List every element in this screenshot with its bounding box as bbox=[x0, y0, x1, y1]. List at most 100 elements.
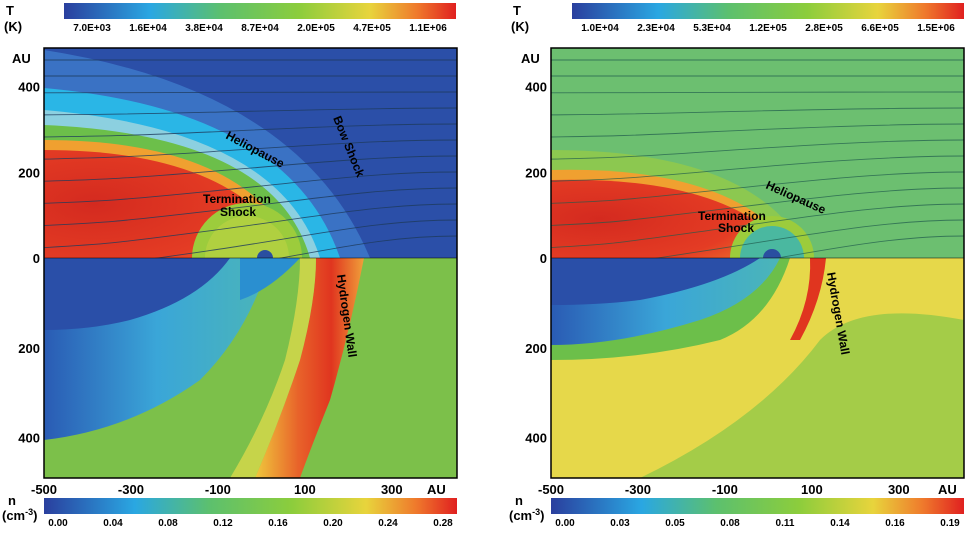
y-axis-label: AU bbox=[12, 51, 31, 66]
streamlines bbox=[551, 59, 964, 258]
temperature-map bbox=[551, 48, 964, 258]
x-axis-label: AU bbox=[427, 482, 446, 497]
x-tick-label: -100 bbox=[205, 482, 231, 497]
streamline bbox=[551, 155, 964, 182]
top-colorbar-tick-label: 1.1E+06 bbox=[409, 23, 447, 34]
top-colorbar-gradient bbox=[572, 3, 964, 19]
hydrogen-wall-region bbox=[255, 258, 364, 478]
top-colorbar-tick-label: 1.0E+04 bbox=[581, 23, 619, 34]
bottom-colorbar-tick-label: 0.11 bbox=[776, 518, 795, 529]
temperature-map bbox=[44, 48, 457, 258]
x-tick-label: 300 bbox=[381, 482, 403, 497]
top-colorbar-tick-label: 6.6E+05 bbox=[861, 23, 899, 34]
top-colorbar-tick-label: 3.8E+04 bbox=[185, 23, 223, 34]
x-tick-label: -500 bbox=[538, 482, 564, 497]
termination-label-line1: Termination bbox=[203, 192, 271, 206]
streamline bbox=[44, 107, 457, 116]
y-tick-label: 200 bbox=[525, 341, 547, 356]
bottom-colorbar-tick-label: 0.20 bbox=[323, 518, 343, 529]
streamline bbox=[44, 155, 457, 182]
bottom-colorbar-tick-label: 0.00 bbox=[48, 518, 68, 529]
streamline bbox=[551, 187, 964, 226]
termination-label-line2: Shock bbox=[220, 205, 256, 219]
top-colorbar-tick-label: 8.7E+04 bbox=[241, 23, 279, 34]
x-tick-label: 100 bbox=[801, 482, 823, 497]
streamline bbox=[551, 91, 964, 94]
x-tick-label: -500 bbox=[31, 482, 57, 497]
left-plot-frame bbox=[43, 47, 458, 479]
streamline bbox=[44, 123, 457, 138]
bottom-colorbar-tick-label: 0.04 bbox=[103, 518, 123, 529]
top-colorbar-tick-label: 1.5E+06 bbox=[917, 23, 955, 34]
streamline bbox=[551, 171, 964, 204]
streamline bbox=[551, 123, 964, 138]
bottom-colorbar-tick-label: 0.00 bbox=[555, 518, 575, 529]
bottom-colorbar-quantity: n bbox=[8, 493, 16, 508]
top-colorbar-ticks: 1.0E+04 2.3E+04 5.3E+04 1.2E+05 2.8E+05 6.6E+… bbox=[581, 23, 955, 34]
x-tick-label: -300 bbox=[625, 482, 651, 497]
bottom-colorbar-tick-label: 0.19 bbox=[940, 518, 960, 529]
streamlines bbox=[44, 59, 457, 258]
y-axis-ticks: 400 200 0 200 400 bbox=[525, 80, 547, 446]
y-tick-label: 200 bbox=[525, 165, 547, 180]
bottom-colorbar-unit: (cm-3) bbox=[2, 507, 37, 523]
bottom-colorbar-quantity: n bbox=[515, 493, 523, 508]
bottom-colorbar-ticks: 0.00 0.04 0.08 0.12 0.16 0.20 0.24 0.28 bbox=[48, 518, 453, 529]
x-tick-label: -100 bbox=[712, 482, 738, 497]
streamline bbox=[551, 203, 964, 249]
top-colorbar-unit: (K) bbox=[511, 19, 529, 34]
density-map bbox=[44, 258, 457, 478]
hydrogen-wall-region bbox=[790, 258, 826, 340]
bottom-colorbar-tick-label: 0.14 bbox=[830, 518, 850, 529]
top-colorbar-tick-label: 2.0E+05 bbox=[297, 23, 335, 34]
termination-label-line2: Shock bbox=[718, 221, 754, 235]
top-colorbar-gradient bbox=[64, 3, 456, 19]
bottom-colorbar-ticks: 0.00 0.03 0.05 0.08 0.11 0.14 0.16 0.19 bbox=[555, 518, 960, 529]
top-colorbar-unit: (K) bbox=[4, 19, 22, 34]
right-plot-frame bbox=[550, 47, 965, 479]
top-colorbar-tick-label: 1.6E+04 bbox=[129, 23, 167, 34]
x-axis-label: AU bbox=[938, 482, 957, 497]
x-axis-ticks: -500 -300 -100 100 300 bbox=[31, 482, 403, 497]
bottom-colorbar-gradient bbox=[551, 498, 964, 514]
y-axis-ticks: 400 200 0 200 400 bbox=[18, 80, 40, 446]
streamline bbox=[44, 139, 457, 160]
termination-label-line1: Termination bbox=[698, 209, 766, 223]
density-map bbox=[551, 258, 964, 478]
right-panel: T (K) 1.0E+04 2.3E+04 5.3E+04 1.2E+05 2.8E+0… bbox=[509, 3, 965, 529]
y-tick-label: 0 bbox=[540, 251, 547, 266]
y-tick-label: 200 bbox=[18, 165, 40, 180]
bottom-colorbar-tick-label: 0.16 bbox=[268, 518, 288, 529]
x-tick-label: 300 bbox=[888, 482, 910, 497]
top-colorbar-tick-label: 4.7E+05 bbox=[353, 23, 391, 34]
x-tick-label: -300 bbox=[118, 482, 144, 497]
y-tick-label: 400 bbox=[18, 80, 40, 95]
top-colorbar-tick-label: 5.3E+04 bbox=[693, 23, 731, 34]
top-colorbar-quantity: T bbox=[513, 3, 521, 18]
top-colorbar-tick-label: 2.3E+04 bbox=[637, 23, 675, 34]
top-colorbar-quantity: T bbox=[6, 3, 14, 18]
streamline bbox=[551, 107, 964, 116]
bottom-colorbar-unit: (cm-3) bbox=[509, 507, 544, 523]
streamline bbox=[551, 139, 964, 160]
bottom-colorbar-tick-label: 0.03 bbox=[610, 518, 630, 529]
x-tick-label: 100 bbox=[294, 482, 316, 497]
top-colorbar-tick-label: 1.2E+05 bbox=[749, 23, 787, 34]
bottom-colorbar-tick-label: 0.24 bbox=[378, 518, 398, 529]
streamline bbox=[44, 171, 457, 204]
bottom-colorbar-tick-label: 0.28 bbox=[433, 518, 453, 529]
bottom-colorbar-tick-label: 0.08 bbox=[158, 518, 178, 529]
bottom-colorbar-gradient bbox=[44, 498, 457, 514]
y-tick-label: 400 bbox=[525, 431, 547, 446]
x-axis-ticks: -500 -300 -100 100 300 bbox=[538, 482, 910, 497]
top-colorbar-ticks: 7.0E+03 1.6E+04 3.8E+04 8.7E+04 2.0E+05 4.7E+… bbox=[73, 23, 447, 34]
streamline bbox=[154, 219, 457, 258]
top-colorbar-tick-label: 2.8E+05 bbox=[805, 23, 843, 34]
bottom-colorbar-tick-label: 0.05 bbox=[665, 518, 685, 529]
left-panel: T (K) 7.0E+03 1.6E+04 3.8E+04 8.7E+04 2.0E+0… bbox=[2, 3, 458, 529]
streamline bbox=[654, 219, 964, 258]
bottom-colorbar-tick-label: 0.16 bbox=[885, 518, 905, 529]
streamline bbox=[278, 235, 457, 258]
streamline bbox=[774, 235, 964, 258]
